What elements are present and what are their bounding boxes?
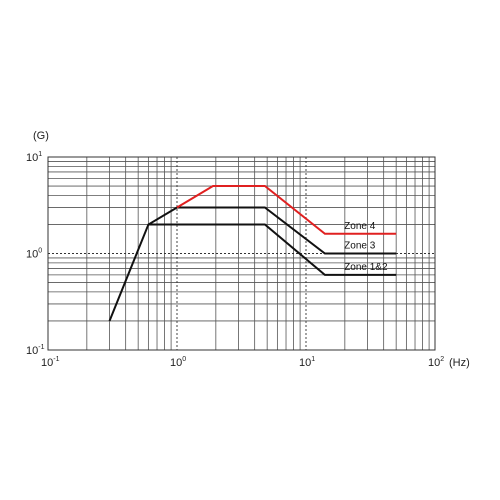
x-tick-label: 100 xyxy=(170,356,186,369)
series-line-zone-3 xyxy=(108,206,397,322)
labels: 10-1 100 101 102 10-1 100 101 (G) (Hz) Zone 4 Zone… xyxy=(26,130,470,369)
x-tick-label: 101 xyxy=(299,356,315,369)
series-lines xyxy=(108,185,397,322)
series-label-zone-4: Zone 4 xyxy=(344,221,376,232)
x-tick-label: 102 xyxy=(428,356,444,369)
series-label-zone-1-2: Zone 1&2 xyxy=(344,262,388,273)
x-axis-label: (Hz) xyxy=(449,357,470,369)
plot-frame xyxy=(47,156,436,351)
y-axis-label: (G) xyxy=(33,130,49,142)
series-label-zone-3: Zone 3 xyxy=(344,241,376,252)
y-tick-label: 100 xyxy=(26,248,42,261)
y-tick-label: 101 xyxy=(26,151,42,164)
series-line-zone-4 xyxy=(176,185,397,235)
axes xyxy=(47,156,436,351)
y-tick-label: 10-1 xyxy=(26,344,45,357)
x-tick-label: 10-1 xyxy=(41,356,60,369)
series-line-zone-1-2 xyxy=(148,223,397,276)
